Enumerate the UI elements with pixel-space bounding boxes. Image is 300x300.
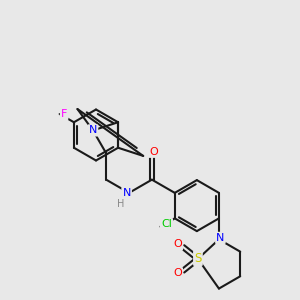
- Text: S: S: [194, 252, 202, 265]
- Text: H: H: [117, 199, 124, 209]
- Text: Cl: Cl: [161, 219, 172, 229]
- Text: O: O: [149, 147, 158, 157]
- Text: N: N: [122, 188, 131, 198]
- Text: N: N: [89, 125, 97, 135]
- Text: O: O: [173, 268, 182, 278]
- Text: N: N: [216, 233, 225, 243]
- Text: F: F: [61, 109, 67, 119]
- Text: O: O: [173, 239, 182, 250]
